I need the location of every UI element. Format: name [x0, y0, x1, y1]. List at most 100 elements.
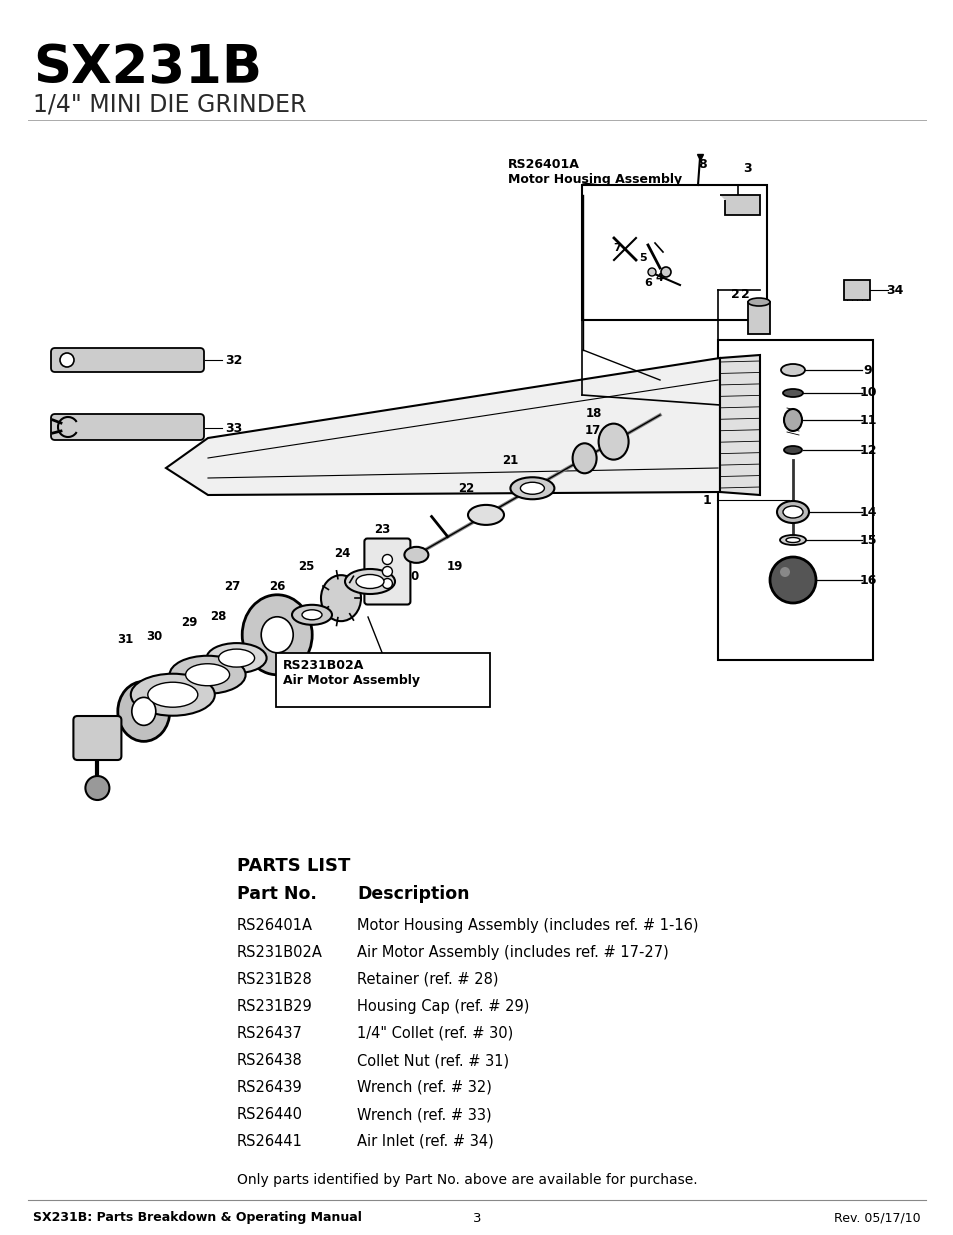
Bar — [581, 185, 766, 320]
Ellipse shape — [782, 506, 802, 517]
Text: 15: 15 — [859, 534, 876, 547]
Ellipse shape — [131, 674, 214, 716]
Text: 23: 23 — [374, 522, 390, 536]
Ellipse shape — [747, 298, 769, 306]
Ellipse shape — [242, 595, 312, 674]
Text: RS231B28: RS231B28 — [236, 972, 313, 987]
Text: 34: 34 — [885, 284, 902, 298]
Text: 19: 19 — [446, 559, 462, 573]
Ellipse shape — [780, 567, 789, 577]
Ellipse shape — [218, 650, 254, 667]
FancyBboxPatch shape — [51, 414, 204, 440]
Text: 2: 2 — [730, 289, 739, 301]
Text: 3: 3 — [743, 162, 752, 174]
Text: 25: 25 — [297, 559, 314, 573]
Bar — [718, 340, 872, 659]
Circle shape — [60, 353, 74, 367]
Text: RS26401A: RS26401A — [236, 918, 313, 932]
Text: 26: 26 — [269, 580, 285, 593]
Polygon shape — [720, 354, 760, 495]
Ellipse shape — [355, 574, 384, 589]
Ellipse shape — [186, 663, 230, 685]
Text: RS231B29: RS231B29 — [236, 999, 313, 1014]
Text: 7: 7 — [613, 243, 620, 253]
Text: 2: 2 — [740, 289, 749, 301]
Text: 22: 22 — [457, 483, 474, 495]
FancyBboxPatch shape — [364, 538, 410, 604]
Ellipse shape — [292, 605, 332, 625]
Text: Part No.: Part No. — [236, 885, 316, 903]
Ellipse shape — [170, 656, 245, 694]
Circle shape — [647, 268, 656, 275]
Ellipse shape — [572, 443, 596, 473]
Ellipse shape — [519, 482, 544, 494]
Text: Rev. 05/17/10: Rev. 05/17/10 — [834, 1212, 920, 1224]
Ellipse shape — [345, 569, 395, 594]
Text: 21: 21 — [501, 453, 518, 467]
Text: Motor Housing Assembly (includes ref. # 1-16): Motor Housing Assembly (includes ref. # … — [356, 918, 698, 932]
Text: Collet Nut (ref. # 31): Collet Nut (ref. # 31) — [356, 1053, 509, 1068]
Text: Retainer (ref. # 28): Retainer (ref. # 28) — [356, 972, 498, 987]
Text: Description: Description — [356, 885, 469, 903]
Text: RS231B02A: RS231B02A — [236, 945, 322, 960]
Text: RS26439: RS26439 — [236, 1079, 302, 1095]
Text: 33: 33 — [225, 421, 242, 435]
Text: PARTS LIST: PARTS LIST — [236, 857, 350, 876]
Text: 17: 17 — [584, 424, 600, 437]
Text: 11: 11 — [859, 414, 876, 426]
Text: RS26441: RS26441 — [236, 1134, 302, 1149]
Text: Housing Cap (ref. # 29): Housing Cap (ref. # 29) — [356, 999, 529, 1014]
Ellipse shape — [148, 682, 197, 708]
Text: 1/4" MINI DIE GRINDER: 1/4" MINI DIE GRINDER — [33, 93, 306, 117]
FancyBboxPatch shape — [51, 348, 204, 372]
Ellipse shape — [785, 537, 800, 542]
Ellipse shape — [320, 576, 360, 621]
Ellipse shape — [783, 446, 801, 454]
Ellipse shape — [261, 616, 293, 653]
Text: 8: 8 — [698, 158, 706, 172]
Ellipse shape — [781, 364, 804, 375]
Text: Wrench (ref. # 32): Wrench (ref. # 32) — [356, 1079, 492, 1095]
Text: 30: 30 — [147, 630, 163, 643]
Text: Air Motor Assembly (includes ref. # 17-27): Air Motor Assembly (includes ref. # 17-2… — [356, 945, 668, 960]
Polygon shape — [166, 358, 720, 495]
Ellipse shape — [783, 409, 801, 431]
Text: 16: 16 — [859, 573, 876, 587]
Text: 5: 5 — [639, 253, 646, 263]
Text: Wrench (ref. # 33): Wrench (ref. # 33) — [356, 1107, 491, 1123]
Text: 27: 27 — [224, 580, 240, 593]
Text: RS231B02A
Air Motor Assembly: RS231B02A Air Motor Assembly — [283, 659, 419, 687]
Text: 28: 28 — [211, 610, 227, 622]
Ellipse shape — [302, 610, 322, 620]
Circle shape — [382, 578, 392, 589]
Text: 9: 9 — [862, 363, 871, 377]
Text: 29: 29 — [181, 616, 197, 630]
Text: 24: 24 — [334, 547, 350, 559]
Text: 31: 31 — [117, 632, 133, 646]
Text: SX231B: SX231B — [33, 42, 262, 94]
Text: RS231B02A
Air Motor Assembly: RS231B02A Air Motor Assembly — [283, 659, 419, 687]
Ellipse shape — [510, 477, 554, 499]
Text: 20: 20 — [403, 571, 419, 583]
Ellipse shape — [776, 501, 808, 522]
Ellipse shape — [598, 424, 628, 459]
Ellipse shape — [769, 557, 815, 603]
Text: Air Inlet (ref. # 34): Air Inlet (ref. # 34) — [356, 1134, 494, 1149]
Text: 18: 18 — [585, 408, 601, 420]
Text: 1: 1 — [702, 494, 711, 506]
Ellipse shape — [468, 505, 503, 525]
Text: SX231B: Parts Breakdown & Operating Manual: SX231B: Parts Breakdown & Operating Manu… — [33, 1212, 361, 1224]
Text: 1/4" Collet (ref. # 30): 1/4" Collet (ref. # 30) — [356, 1026, 513, 1041]
Circle shape — [382, 567, 392, 577]
Text: 3: 3 — [473, 1212, 480, 1224]
Text: 6: 6 — [643, 278, 651, 288]
Bar — [843, 280, 869, 300]
Ellipse shape — [404, 547, 428, 563]
Text: RS26401A
Motor Housing Assembly: RS26401A Motor Housing Assembly — [507, 158, 681, 186]
Polygon shape — [720, 195, 760, 215]
Text: 32: 32 — [225, 353, 242, 367]
Text: Only parts identified by Part No. above are available for purchase.: Only parts identified by Part No. above … — [236, 1173, 697, 1187]
Circle shape — [382, 555, 392, 564]
Bar — [747, 303, 769, 333]
Text: RS26438: RS26438 — [236, 1053, 302, 1068]
